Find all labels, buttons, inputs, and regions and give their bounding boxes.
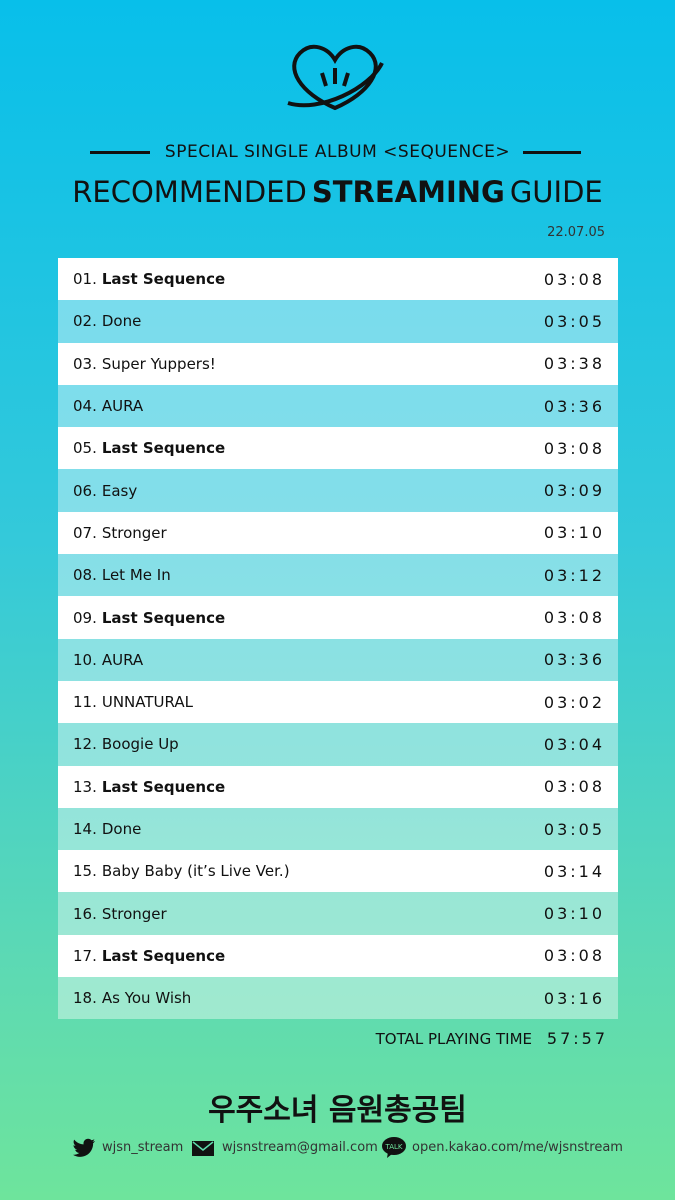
track-number: 04. bbox=[73, 397, 97, 416]
track-duration: 03:05 bbox=[543, 819, 605, 839]
total-label: TOTAL PLAYING TIME bbox=[375, 1030, 532, 1048]
track-number: 12. bbox=[73, 735, 97, 754]
track-duration: 03:08 bbox=[543, 946, 605, 966]
track-title: Super Yuppers! bbox=[101, 354, 216, 373]
track-duration: 03:08 bbox=[543, 438, 605, 458]
track-row: 02. Done 03:05 bbox=[58, 300, 618, 343]
track-number: 16. bbox=[73, 904, 97, 923]
track-duration: 03:12 bbox=[543, 565, 605, 585]
track-row: 15. Baby Baby (it’s Live Ver.) 03:14 bbox=[58, 850, 618, 893]
date: 22.07.05 bbox=[547, 225, 605, 240]
team-name: 우주소녀 음원총공팀 bbox=[208, 1093, 467, 1128]
subtitle: SPECIAL SINGLE ALBUM <SEQUENCE> bbox=[164, 142, 511, 162]
track-duration: 03:02 bbox=[543, 692, 605, 712]
track-row: 01. Last Sequence 03:08 bbox=[58, 258, 618, 301]
twitter-icon bbox=[72, 1138, 95, 1157]
title-part: RECOMMENDED bbox=[72, 175, 307, 209]
track-title: Boogie Up bbox=[101, 735, 179, 754]
track-title: AURA bbox=[101, 650, 144, 669]
track-number: 03. bbox=[73, 354, 97, 373]
track-title: Stronger bbox=[101, 904, 167, 923]
track-number: 11. bbox=[73, 693, 97, 712]
track-title: Let Me In bbox=[101, 566, 171, 585]
track-row: 16. Stronger 03:10 bbox=[58, 892, 618, 935]
track-number: 17. bbox=[73, 946, 97, 965]
track-duration: 03:09 bbox=[543, 481, 605, 501]
track-number: 13. bbox=[73, 777, 97, 796]
track-title: Last Sequence bbox=[101, 439, 226, 458]
track-duration: 03:08 bbox=[543, 269, 605, 289]
track-duration: 03:10 bbox=[543, 523, 605, 543]
track-row: 04. AURA 03:36 bbox=[58, 384, 618, 428]
track-row: 18. As You Wish 03:16 bbox=[58, 977, 618, 1020]
track-row: 09. Last Sequence 03:08 bbox=[58, 596, 618, 639]
track-row: 14. Done 03:05 bbox=[58, 807, 618, 851]
track-row: 13. Last Sequence 03:08 bbox=[58, 765, 618, 808]
track-title: Done bbox=[101, 820, 142, 838]
track-title: Last Sequence bbox=[101, 270, 226, 289]
total-value: 57:57 bbox=[546, 1029, 608, 1048]
title: RECOMMENDED STREAMING GUIDE bbox=[0, 175, 675, 209]
track-title: Baby Baby (it’s Live Ver.) bbox=[101, 862, 290, 881]
kakao-icon: TALK bbox=[382, 1137, 406, 1158]
title-part: STREAMING bbox=[311, 175, 505, 209]
track-row: 07. Stronger 03:10 bbox=[58, 511, 618, 555]
rule bbox=[90, 151, 150, 154]
rule bbox=[523, 151, 581, 154]
track-number: 08. bbox=[73, 566, 97, 585]
track-title: Last Sequence bbox=[101, 777, 226, 796]
svg-text:TALK: TALK bbox=[384, 1143, 402, 1151]
track-row: 05. Last Sequence 03:08 bbox=[58, 427, 618, 470]
track-number: 01. bbox=[73, 270, 97, 289]
track-duration: 03:04 bbox=[543, 734, 605, 754]
track-number: 05. bbox=[73, 439, 97, 458]
track-duration: 03:08 bbox=[543, 608, 605, 628]
track-row: 06. Easy 03:09 bbox=[58, 469, 618, 512]
track-title: Last Sequence bbox=[101, 946, 226, 965]
track-row: 11. UNNATURAL 03:02 bbox=[58, 680, 618, 724]
track-number: 09. bbox=[73, 608, 97, 627]
track-duration: 03:16 bbox=[543, 988, 605, 1008]
track-number: 10. bbox=[73, 650, 97, 669]
track-duration: 03:38 bbox=[543, 354, 605, 374]
track-duration: 03:08 bbox=[543, 777, 605, 797]
title-part: GUIDE bbox=[509, 175, 603, 209]
email-icon bbox=[192, 1141, 214, 1156]
logo bbox=[287, 44, 384, 111]
track-number: 06. bbox=[73, 481, 97, 500]
track-title: Easy bbox=[101, 481, 138, 500]
track-duration: 03:36 bbox=[543, 396, 605, 416]
track-row: 12. Boogie Up 03:04 bbox=[58, 723, 618, 766]
track-number: 14. bbox=[73, 820, 97, 838]
track-number: 18. bbox=[73, 989, 97, 1008]
track-row: 10. AURA 03:36 bbox=[58, 638, 618, 681]
track-title: Last Sequence bbox=[101, 608, 226, 627]
track-duration: 03:36 bbox=[543, 650, 605, 670]
track-duration: 03:14 bbox=[543, 861, 605, 881]
track-number: 07. bbox=[73, 523, 97, 542]
track-list: 01. Last Sequence 03:08 02. Done 03:05 03. Supe… bbox=[58, 258, 618, 1020]
track-row: 17. Last Sequence 03:08 bbox=[58, 934, 618, 978]
track-number: 15. bbox=[73, 862, 97, 881]
track-title: Stronger bbox=[101, 523, 167, 542]
track-row: 03. Super Yuppers! 03:38 bbox=[58, 342, 618, 385]
track-title: As You Wish bbox=[101, 989, 192, 1008]
track-title: UNNATURAL bbox=[101, 693, 193, 712]
email: wjsnstream@gmail.com bbox=[222, 1140, 378, 1155]
track-duration: 03:10 bbox=[543, 904, 605, 924]
track-number: 02. bbox=[73, 312, 97, 331]
track-duration: 03:05 bbox=[543, 311, 605, 331]
track-row: 08. Let Me In 03:12 bbox=[58, 554, 618, 597]
track-title: Done bbox=[101, 312, 142, 331]
twitter: wjsn_stream bbox=[102, 1140, 184, 1155]
kakao: open.kakao.com/me/wjsnstream bbox=[412, 1140, 623, 1155]
track-title: AURA bbox=[101, 397, 144, 416]
